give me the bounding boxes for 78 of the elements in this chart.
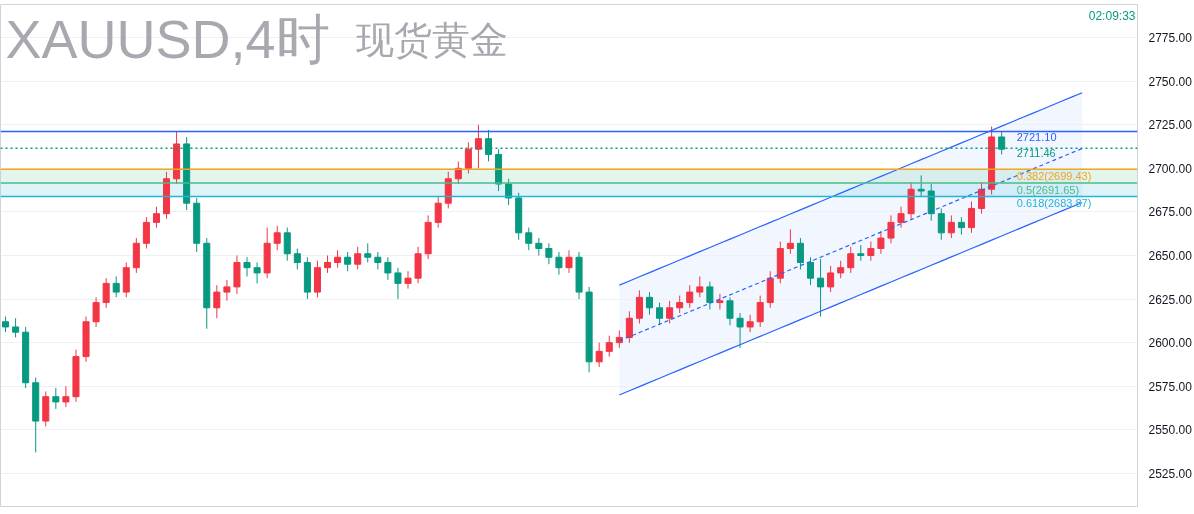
candlestick: [595, 342, 603, 368]
candlestick: [635, 289, 643, 324]
candlestick: [817, 258, 825, 318]
candlestick: [947, 214, 955, 239]
y-tick-label: 2525.00: [1148, 466, 1193, 481]
candlestick: [756, 295, 764, 328]
candlestick: [394, 267, 402, 300]
candlestick: [887, 214, 895, 244]
candlestick: [354, 246, 362, 270]
candlestick: [404, 270, 412, 290]
annotation: 02:09:33: [1088, 8, 1136, 23]
candlestick: [827, 265, 835, 293]
ref-line-label: 2721.10: [1016, 130, 1057, 143]
y-tick-label: 2575.00: [1148, 379, 1193, 394]
candlestick: [625, 310, 633, 344]
candlestick: [545, 242, 553, 265]
candlestick: [796, 237, 804, 270]
candlestick: [605, 335, 613, 358]
candlestick: [967, 200, 975, 234]
candlestick: [52, 387, 60, 410]
y-tick-label: 2700.00: [1148, 161, 1193, 176]
candlestick: [253, 261, 261, 284]
y-tick-label: 2725.00: [1148, 118, 1193, 133]
candlestick: [847, 246, 855, 274]
candlestick: [364, 242, 372, 263]
candlestick: [384, 256, 392, 281]
candlestick: [213, 284, 221, 319]
candlestick: [152, 206, 160, 229]
candlestick: [806, 256, 815, 286]
candlestick: [555, 251, 563, 276]
chart-subtitle: 现货黄金: [355, 18, 508, 61]
candlestick: [102, 277, 110, 309]
candlestick: [142, 216, 150, 250]
candlestick: [293, 248, 301, 270]
y-tick-label: 2600.00: [1148, 336, 1193, 351]
ref-line-label: 0.618(2683.87): [1016, 197, 1092, 210]
candlestick: [464, 141, 472, 175]
y-tick-label: 2775.00: [1148, 31, 1193, 46]
ref-line-label: 2711.46: [1016, 147, 1056, 160]
y-tick-label: 2675.00: [1148, 205, 1193, 220]
candlestick: [736, 312, 744, 349]
y-tick-label: 2650.00: [1148, 249, 1193, 263]
candlestick: [12, 317, 20, 338]
candlestick: [505, 178, 513, 206]
candlestick: [666, 300, 674, 324]
candlestick: [434, 195, 442, 229]
ref-line-label: 0.5(2691.65): [1016, 183, 1080, 196]
y-tick-label: 2625.00: [1148, 292, 1193, 307]
chart-title: XAUUSD,4时: [5, 8, 330, 69]
candlestick: [917, 174, 925, 197]
candlestick: [344, 251, 352, 272]
y-tick-label: 2750.00: [1148, 74, 1193, 89]
candlestick: [716, 293, 724, 311]
candlestick: [686, 284, 694, 309]
candlestick: [927, 183, 935, 222]
candlestick: [283, 227, 291, 262]
candlestick: [474, 124, 482, 169]
candlestick: [223, 279, 231, 302]
candlestick: [92, 296, 100, 328]
candlestick: [645, 291, 654, 316]
candlestick: [62, 385, 70, 408]
candlestick: [897, 206, 905, 229]
candlestick: [525, 227, 533, 251]
candlestick: [243, 256, 251, 277]
candlestick: [877, 230, 885, 255]
candlestick: [786, 228, 794, 255]
candlestick: [565, 249, 573, 274]
candlestick: [978, 181, 986, 215]
candlestick: [273, 225, 281, 251]
candlestick: [696, 275, 704, 298]
candlestick: [746, 314, 754, 333]
candlestick: [726, 296, 734, 326]
candlestick: [112, 275, 120, 298]
candlestick: [706, 281, 714, 311]
candlestick: [937, 207, 945, 241]
ref-line-label: 0.382(2699.43): [1016, 170, 1092, 183]
y-tick-label: 2550.00: [1148, 423, 1193, 438]
candlestick: [867, 241, 875, 262]
